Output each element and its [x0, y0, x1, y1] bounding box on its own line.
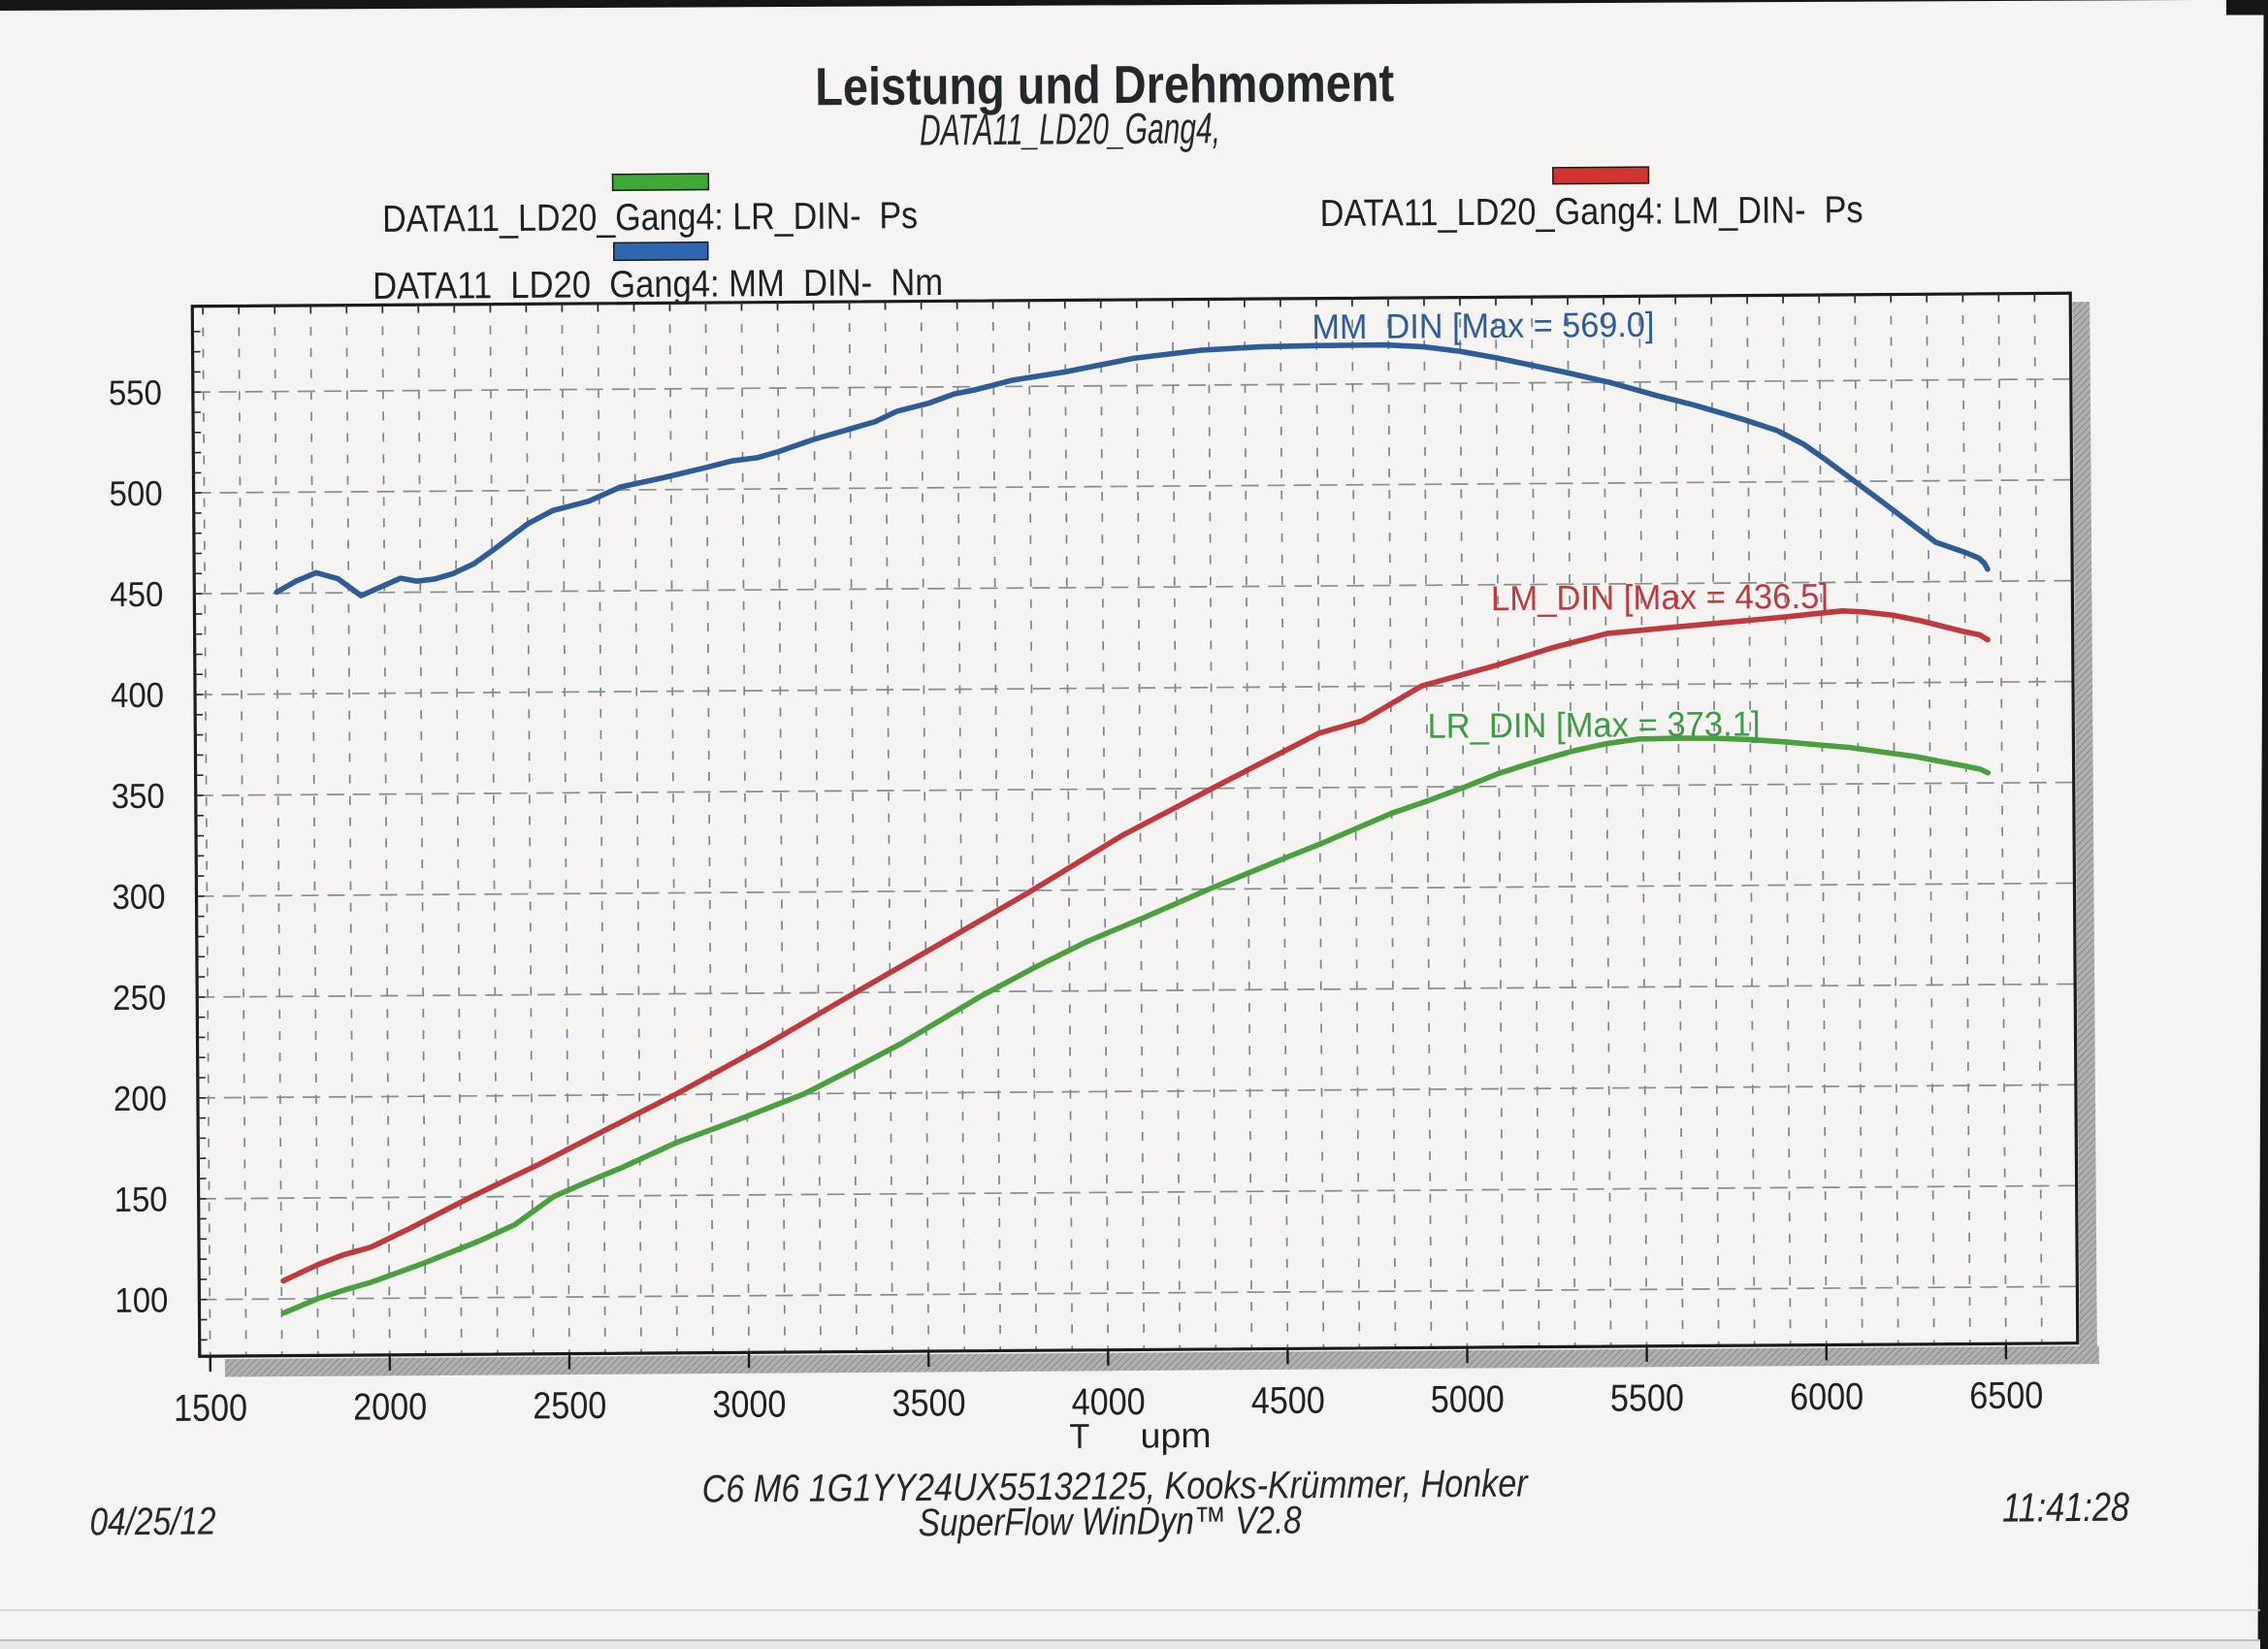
svg-text:200: 200 — [113, 1079, 167, 1118]
svg-text:04/25/12: 04/25/12 — [89, 1501, 215, 1544]
svg-text:5000: 5000 — [1431, 1378, 1505, 1421]
svg-text:450: 450 — [110, 574, 163, 614]
svg-text:350: 350 — [112, 776, 165, 816]
svg-text:4500: 4500 — [1251, 1380, 1325, 1423]
svg-text:300: 300 — [112, 877, 165, 917]
svg-text:5500: 5500 — [1610, 1377, 1684, 1420]
svg-text:2000: 2000 — [353, 1386, 427, 1429]
svg-text:150: 150 — [114, 1180, 168, 1219]
svg-text:SuperFlow WinDyn™ V2.8: SuperFlow WinDyn™ V2.8 — [919, 1500, 1303, 1545]
svg-text:250: 250 — [113, 978, 166, 1018]
svg-text:DATA11_LD20_Gang4: LR_DIN- Ps: DATA11_LD20_Gang4: LR_DIN- Ps — [382, 195, 918, 241]
svg-text:MM_DIN [Max = 569.0]: MM_DIN [Max = 569.0] — [1312, 305, 1654, 346]
svg-text:2500: 2500 — [533, 1385, 606, 1428]
svg-text:C6 M6 1G1YY24UX55132125, Kooks: C6 M6 1G1YY24UX55132125, Kooks-Krümmer, … — [702, 1463, 1530, 1511]
svg-text:400: 400 — [111, 675, 164, 715]
svg-text:upm: upm — [1140, 1415, 1211, 1456]
svg-text:LR_DIN [Max = 373.1]: LR_DIN [Max = 373.1] — [1427, 703, 1760, 745]
svg-text:11:41:28: 11:41:28 — [2002, 1484, 2130, 1531]
svg-text:3500: 3500 — [891, 1382, 965, 1425]
svg-text:550: 550 — [109, 372, 162, 412]
svg-text:500: 500 — [109, 473, 162, 513]
svg-text:DATA11_LD20_Gang4: MM_DIN- Nm: DATA11_LD20_Gang4: MM_DIN- Nm — [373, 262, 943, 307]
svg-text:6000: 6000 — [1790, 1376, 1863, 1419]
svg-text:3000: 3000 — [712, 1384, 786, 1427]
svg-text:100: 100 — [114, 1279, 168, 1319]
svg-text:DATA11_LD20_Gang4: LM_DIN- Ps: DATA11_LD20_Gang4: LM_DIN- Ps — [1319, 189, 1863, 235]
svg-text:4000: 4000 — [1072, 1381, 1146, 1424]
svg-text:LM_DIN [Max = 436.5]: LM_DIN [Max = 436.5] — [1491, 576, 1829, 618]
svg-text:6500: 6500 — [1969, 1374, 2043, 1417]
svg-text:Leistung und Drehmoment: Leistung und Drehmoment — [815, 52, 1394, 116]
svg-text:DATA11_LD20_Gang4,: DATA11_LD20_Gang4, — [920, 103, 1220, 154]
svg-text:T: T — [1069, 1416, 1089, 1456]
svg-text:1500: 1500 — [174, 1387, 247, 1430]
